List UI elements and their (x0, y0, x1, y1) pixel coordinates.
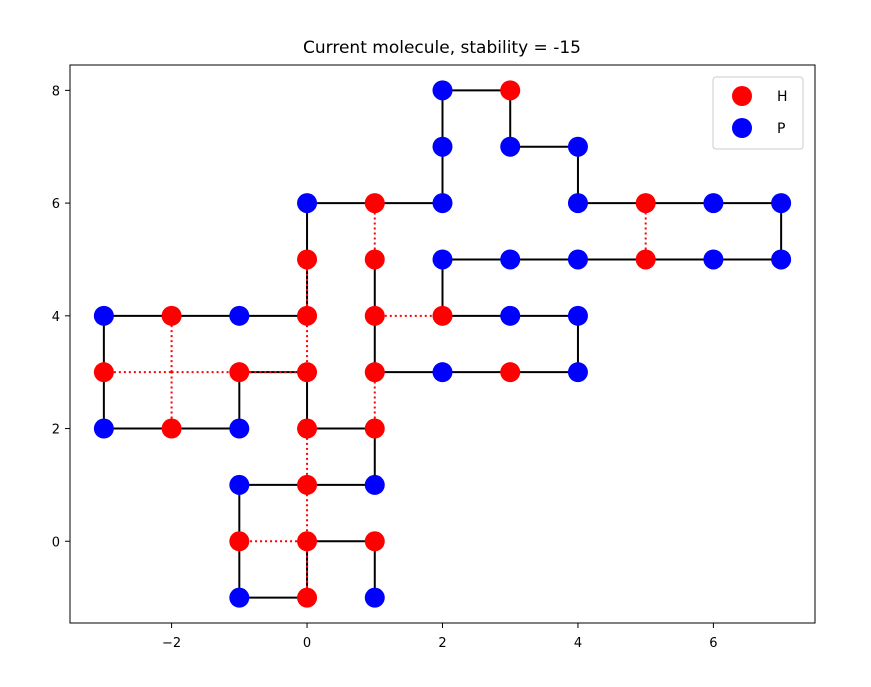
residue-p-point (567, 362, 588, 383)
residue-h-point (297, 474, 318, 495)
residue-p-point (229, 418, 250, 439)
residue-h-point (364, 305, 385, 326)
residue-h-point (635, 249, 656, 270)
residue-p-point (364, 474, 385, 495)
y-tick-label: 4 (52, 310, 60, 325)
residue-p-point (297, 193, 318, 214)
residue-h-point (297, 362, 318, 383)
legend-label-p: P (777, 121, 785, 137)
residue-p-point (432, 80, 453, 101)
residue-h-point (635, 193, 656, 214)
residue-p-point (771, 249, 792, 270)
plot-area (93, 80, 792, 608)
y-tick-label: 0 (52, 535, 60, 550)
residue-p-point (432, 249, 453, 270)
residue-p-point (93, 305, 114, 326)
x-tick-label: 4 (574, 636, 582, 651)
legend-label-h: H (777, 89, 788, 105)
residue-h-point (432, 305, 453, 326)
residue-p-point (432, 193, 453, 214)
x-tick-label: −2 (162, 636, 181, 651)
residue-h-point (229, 531, 250, 552)
residue-h-point (364, 418, 385, 439)
residue-p-point (567, 305, 588, 326)
residue-h-point (297, 587, 318, 608)
residue-h-point (297, 531, 318, 552)
residue-p-point (771, 193, 792, 214)
y-axis: 0 2 4 6 8 (52, 84, 70, 550)
chart-title: Current molecule, stability = -15 (303, 38, 581, 58)
residue-p-point (567, 136, 588, 157)
legend-marker-p (732, 118, 752, 138)
residue-p-point (567, 193, 588, 214)
residue-h-point (161, 418, 182, 439)
residue-h-point (500, 80, 521, 101)
y-tick-label: 2 (52, 423, 60, 438)
residue-h-point (297, 249, 318, 270)
y-tick-label: 8 (52, 84, 60, 99)
x-tick-label: 2 (438, 636, 446, 651)
residue-p-point (500, 249, 521, 270)
residue-h-point (229, 362, 250, 383)
residue-p-point (703, 249, 724, 270)
legend: H P (712, 76, 804, 150)
residue-p-point (229, 305, 250, 326)
residue-h-point (297, 305, 318, 326)
residue-p-point (567, 249, 588, 270)
residue-p-point (703, 193, 724, 214)
residue-h-point (93, 362, 114, 383)
residue-h-point (364, 193, 385, 214)
y-tick-label: 6 (52, 197, 60, 212)
residue-h-point (500, 362, 521, 383)
x-axis: −2 0 2 4 6 (162, 623, 718, 651)
residue-h-point (364, 362, 385, 383)
residue-p-point (93, 418, 114, 439)
residue-p-point (500, 136, 521, 157)
legend-box (712, 76, 804, 150)
residue-p-point (229, 587, 250, 608)
residue-p-point (229, 474, 250, 495)
residue-p-point (432, 136, 453, 157)
residue-h-point (364, 531, 385, 552)
residue-p-point (432, 362, 453, 383)
residue-h-point (297, 418, 318, 439)
x-tick-label: 0 (303, 636, 311, 651)
residue-p-point (364, 587, 385, 608)
legend-marker-h (732, 86, 752, 106)
x-tick-label: 6 (709, 636, 717, 651)
residue-h-point (161, 305, 182, 326)
residue-p-point (500, 305, 521, 326)
residue-h-point (364, 249, 385, 270)
